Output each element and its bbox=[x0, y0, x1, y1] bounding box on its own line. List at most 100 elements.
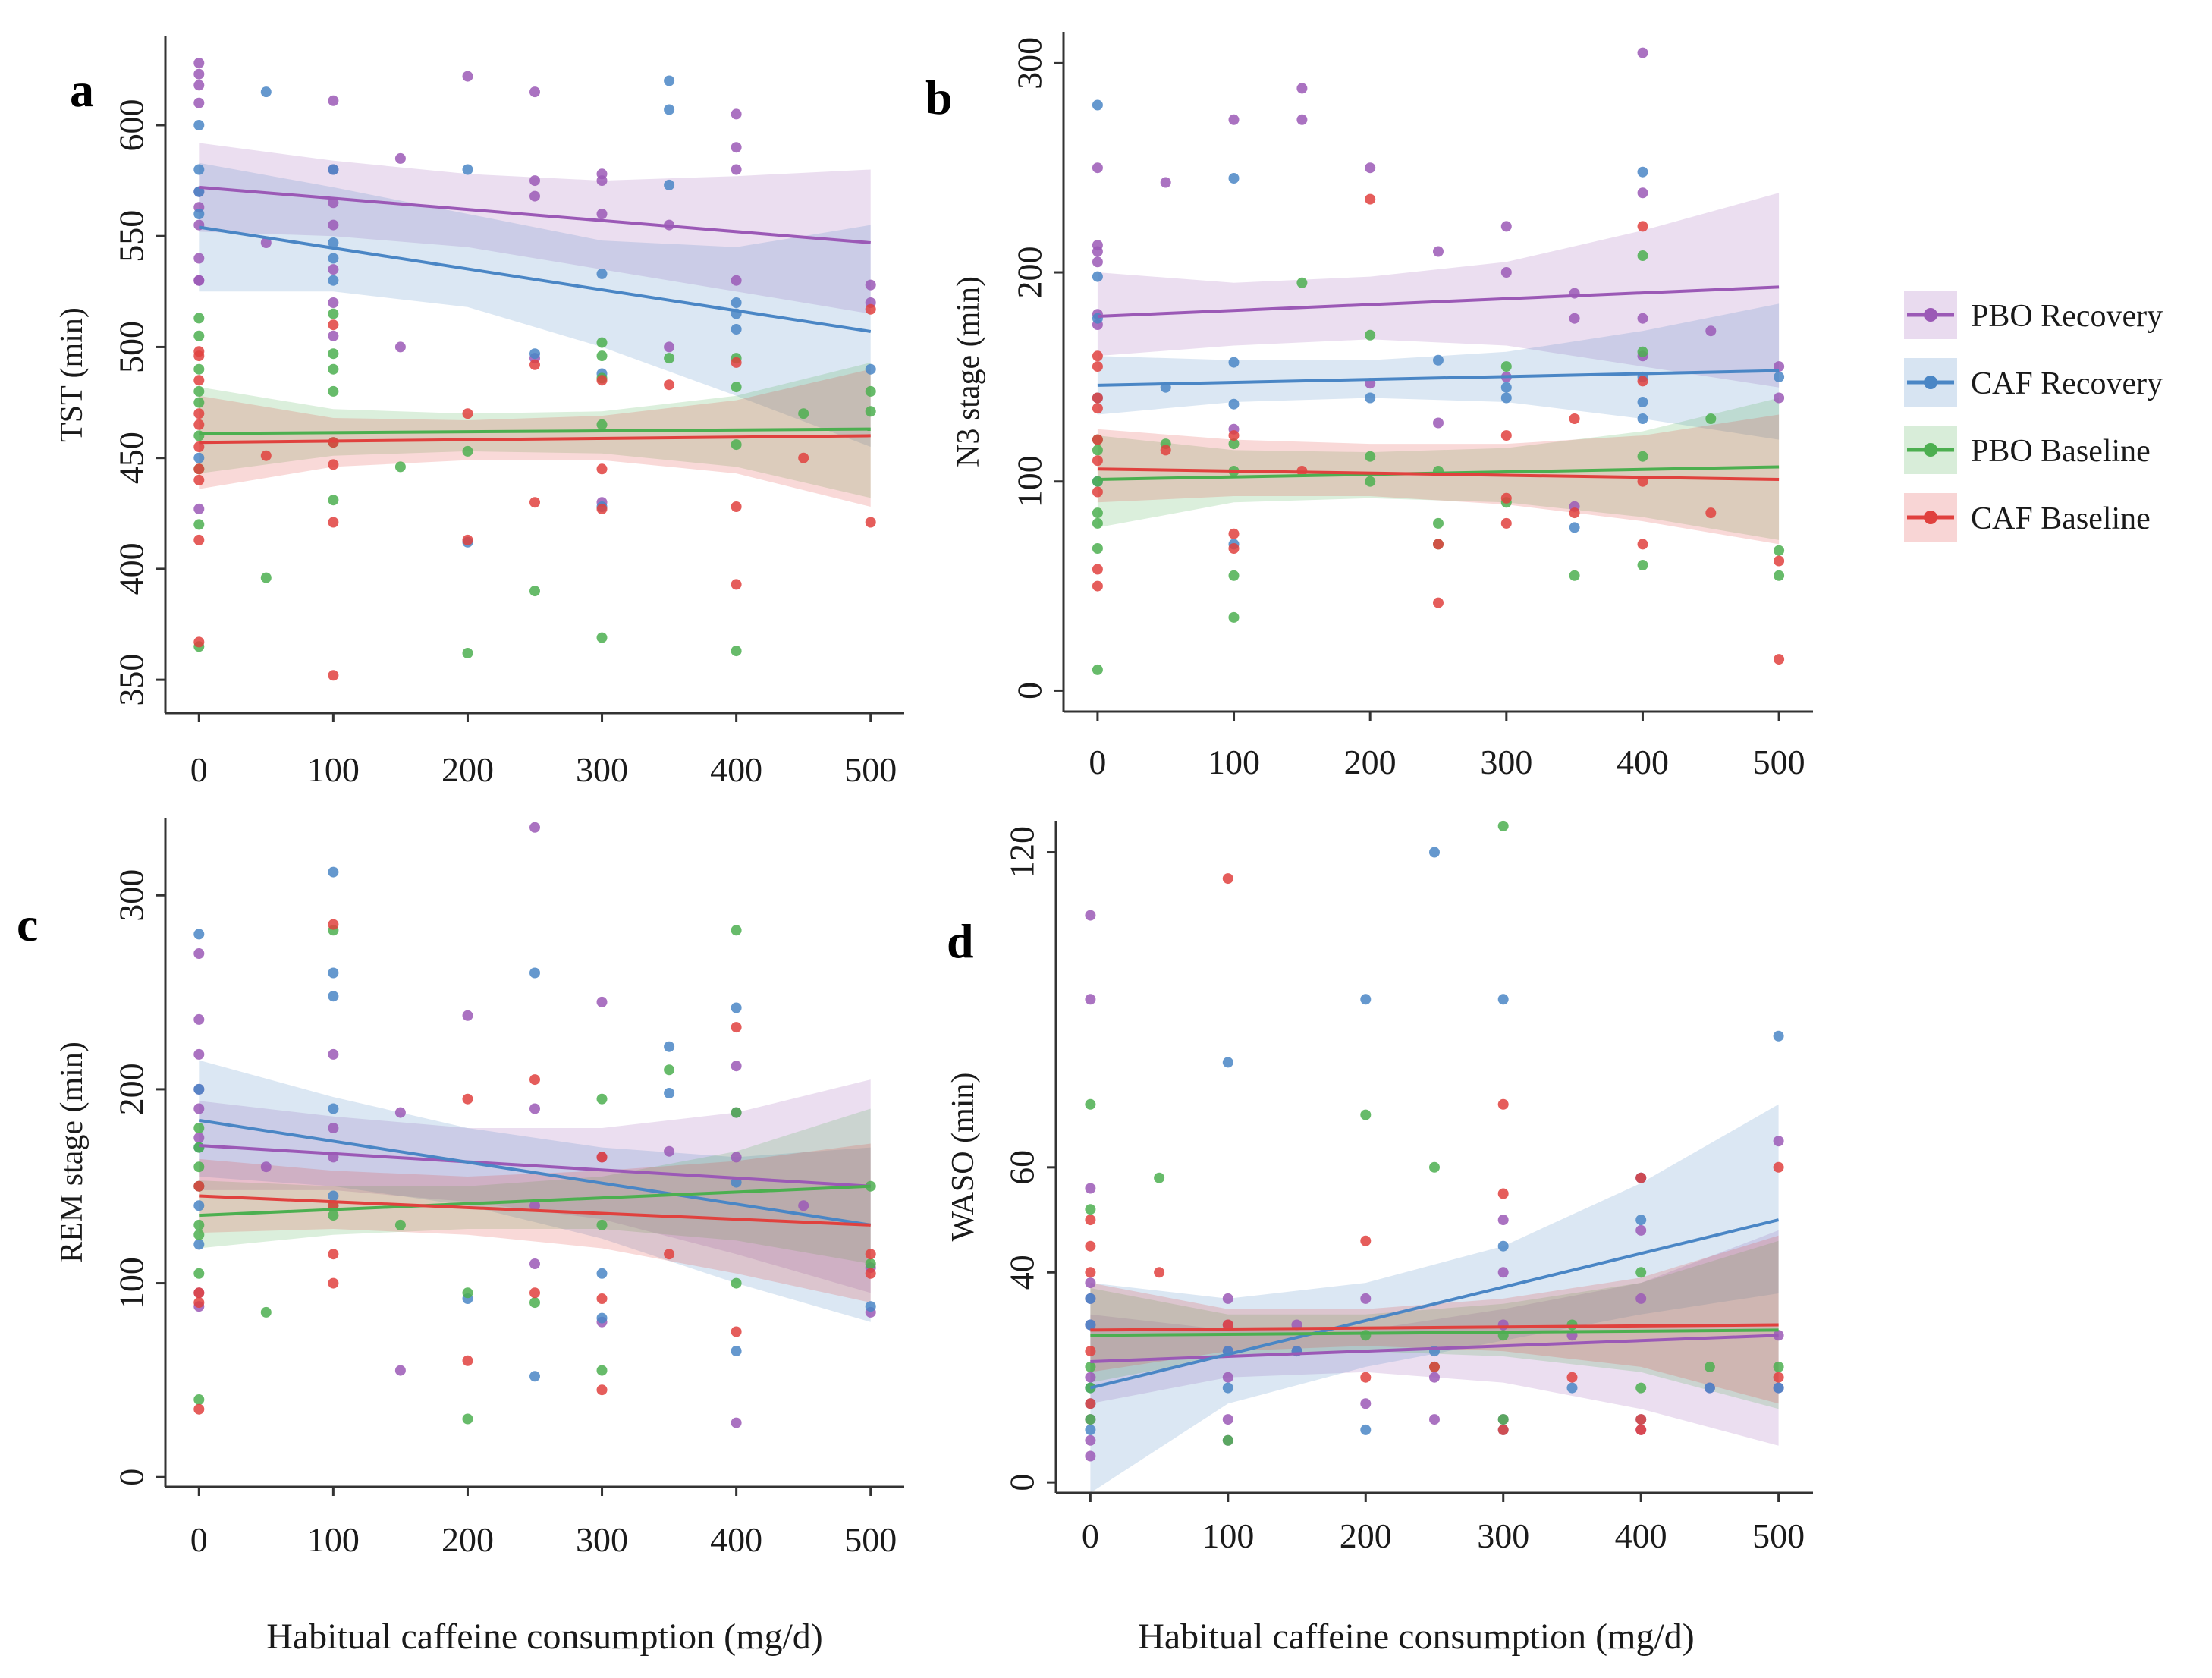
data-point bbox=[1774, 371, 1785, 382]
data-point bbox=[394, 1365, 406, 1376]
data-point bbox=[1085, 1361, 1096, 1372]
data-point bbox=[193, 1142, 205, 1153]
data-point bbox=[1497, 1240, 1509, 1252]
data-point bbox=[1500, 221, 1512, 232]
data-point bbox=[1085, 1372, 1096, 1383]
data-point bbox=[731, 501, 742, 512]
data-point bbox=[1154, 1172, 1165, 1183]
data-point bbox=[1566, 1382, 1578, 1394]
data-point bbox=[1085, 1240, 1096, 1252]
data-point bbox=[394, 461, 406, 473]
data-point bbox=[529, 586, 540, 597]
data-point bbox=[328, 1277, 339, 1289]
data-point bbox=[193, 80, 205, 91]
data-point bbox=[1637, 313, 1648, 324]
data-point bbox=[193, 313, 205, 324]
data-point bbox=[731, 297, 742, 308]
data-point bbox=[1569, 313, 1580, 324]
data-point bbox=[1092, 664, 1103, 675]
legend: PBO Recovery CAF Recovery PBO Baseline CAF … bbox=[1904, 291, 2163, 542]
y-tick-label: 300 bbox=[112, 869, 151, 922]
data-point bbox=[328, 330, 339, 341]
data-point bbox=[1566, 1319, 1578, 1331]
points-caf-baseline bbox=[1085, 873, 1784, 1435]
data-point bbox=[1774, 570, 1785, 581]
data-point bbox=[1085, 1450, 1096, 1462]
data-point bbox=[1429, 1161, 1440, 1173]
data-point bbox=[1228, 611, 1240, 623]
points-caf-baseline bbox=[193, 303, 876, 681]
y-tick-label: 0 bbox=[1003, 1474, 1042, 1491]
x-tick-label: 200 bbox=[1340, 1516, 1392, 1555]
fit-line-pbo-recovery bbox=[1090, 1334, 1779, 1363]
data-point bbox=[1222, 873, 1233, 885]
data-point bbox=[1773, 1372, 1784, 1383]
data-point bbox=[664, 1249, 675, 1260]
data-point bbox=[1635, 1215, 1647, 1226]
data-point bbox=[1637, 413, 1648, 424]
y-tick-label: 40 bbox=[1003, 1255, 1042, 1290]
legend-item: CAF Recovery bbox=[1904, 358, 2163, 407]
data-point bbox=[260, 1306, 272, 1318]
fit-line-caf-recovery bbox=[1097, 369, 1780, 387]
data-point bbox=[328, 264, 339, 275]
data-point bbox=[865, 363, 876, 375]
data-point bbox=[193, 534, 205, 545]
data-point bbox=[328, 1103, 339, 1114]
data-point bbox=[1222, 1293, 1233, 1304]
data-point bbox=[193, 463, 205, 475]
data-point bbox=[1222, 1414, 1233, 1425]
data-point bbox=[193, 253, 205, 264]
data-point bbox=[328, 1210, 339, 1221]
data-point bbox=[731, 579, 742, 590]
points-caf-baseline bbox=[1092, 193, 1785, 665]
data-point bbox=[731, 1152, 742, 1163]
data-point bbox=[1429, 847, 1440, 858]
data-point bbox=[193, 408, 205, 420]
data-point bbox=[193, 1200, 205, 1211]
data-point bbox=[664, 75, 675, 86]
data-point bbox=[596, 1312, 608, 1324]
data-point bbox=[529, 1200, 540, 1211]
data-point bbox=[664, 353, 675, 364]
panel-a: 0 100 200 300 400 500 350 400 450 500 550 600 TST (m… bbox=[55, 36, 904, 789]
data-point bbox=[1085, 1098, 1096, 1110]
data-point bbox=[596, 1152, 608, 1163]
data-point bbox=[865, 1258, 876, 1269]
x-tick-label: 200 bbox=[1344, 743, 1397, 781]
data-point bbox=[731, 357, 742, 368]
x-tick-label: 0 bbox=[1089, 743, 1106, 781]
data-point bbox=[1092, 564, 1103, 575]
data-point bbox=[731, 1346, 742, 1356]
data-point bbox=[328, 308, 339, 319]
data-point bbox=[1092, 486, 1103, 498]
data-point bbox=[596, 1365, 608, 1376]
data-point bbox=[596, 503, 608, 514]
data-point bbox=[1085, 1267, 1096, 1278]
data-point bbox=[193, 330, 205, 341]
data-point bbox=[1637, 560, 1648, 570]
data-point bbox=[1092, 361, 1103, 372]
data-point bbox=[1500, 392, 1512, 404]
data-point bbox=[1092, 445, 1103, 456]
data-point bbox=[1429, 1372, 1440, 1383]
data-point bbox=[1092, 162, 1103, 174]
data-point bbox=[1500, 492, 1512, 504]
data-point bbox=[193, 1287, 205, 1299]
data-point bbox=[193, 1180, 205, 1192]
data-point bbox=[462, 534, 473, 545]
data-point bbox=[1500, 517, 1512, 529]
x-tick-label: 400 bbox=[710, 1520, 762, 1559]
data-point bbox=[328, 459, 339, 470]
data-point bbox=[731, 1022, 742, 1033]
data-point bbox=[596, 463, 608, 475]
fit-line-caf-recovery bbox=[1089, 1218, 1780, 1390]
data-point bbox=[596, 337, 608, 348]
data-point bbox=[731, 925, 742, 936]
fit-line-caf-baseline bbox=[1097, 467, 1780, 481]
data-point bbox=[328, 297, 339, 308]
data-point bbox=[328, 237, 339, 248]
data-point bbox=[664, 1088, 675, 1098]
data-point bbox=[1085, 1398, 1096, 1409]
data-point bbox=[529, 1258, 540, 1269]
